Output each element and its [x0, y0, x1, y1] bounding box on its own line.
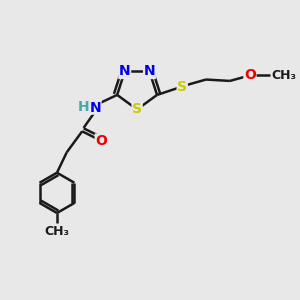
Text: N: N	[90, 100, 101, 115]
Text: S: S	[132, 102, 142, 116]
Text: O: O	[95, 134, 107, 148]
Text: CH₃: CH₃	[271, 69, 296, 82]
Text: CH₃: CH₃	[44, 225, 70, 238]
Text: N: N	[119, 64, 130, 79]
Text: O: O	[244, 68, 256, 82]
Text: H: H	[77, 100, 89, 114]
Text: N: N	[144, 64, 155, 79]
Text: S: S	[177, 80, 187, 94]
